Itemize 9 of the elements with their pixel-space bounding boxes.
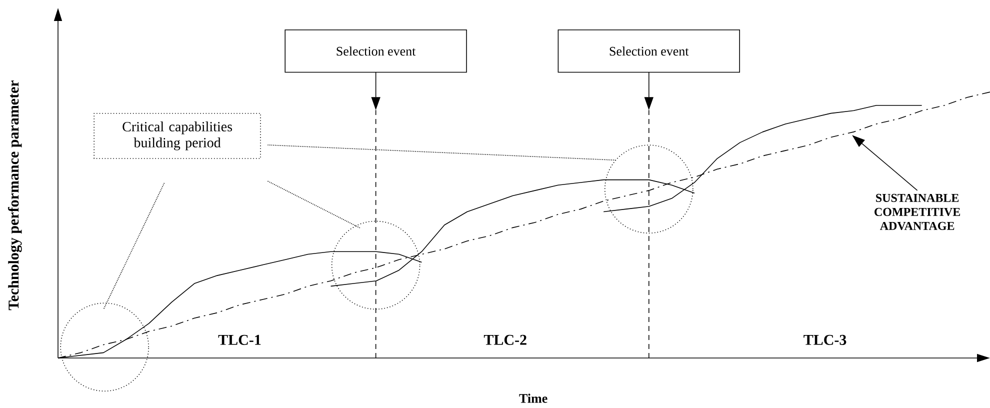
text: Selection event (336, 46, 416, 56)
x-axis-title: Time (519, 394, 548, 403)
y-axis-title: Technology performance parameter (8, 80, 22, 310)
annotation: TLC-2 (484, 334, 526, 345)
annotation: TLC-1 (218, 334, 261, 345)
text: Selection event (610, 46, 689, 56)
annotation: Critical capabilities building period (122, 122, 232, 150)
annotation: SUSTAINABLE COMPETITIVE ADVANTAGE (874, 194, 960, 230)
annotation: TLC-3 (804, 334, 846, 345)
